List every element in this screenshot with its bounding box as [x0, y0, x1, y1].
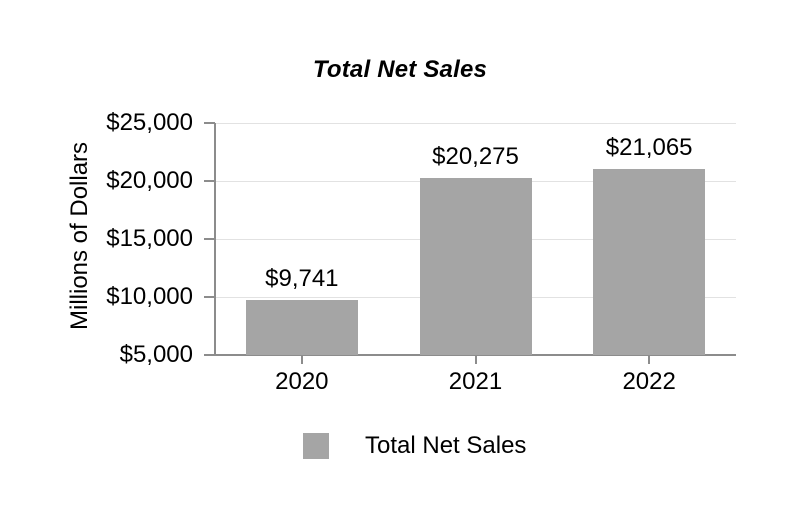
bar-2020 — [245, 300, 358, 355]
x-axis-tick — [474, 356, 477, 364]
x-axis-tick — [648, 356, 651, 364]
y-axis-tick — [204, 296, 215, 298]
y-axis-tick-label: $20,000 — [106, 167, 193, 194]
y-axis-tick — [204, 180, 215, 182]
x-axis-line — [204, 354, 736, 356]
legend: Total Net Sales — [303, 432, 526, 460]
bar-value-label: $9,741 — [265, 265, 339, 293]
y-axis-tick-label: $15,000 — [106, 225, 193, 252]
y-axis-tick — [204, 238, 215, 240]
bar-2021 — [419, 177, 532, 355]
plot-area: $9,741 2020 $20,275 2021 $21,065 2022 — [204, 122, 736, 395]
bar-value-label: $21,065 — [605, 133, 693, 161]
legend-label: Total Net Sales — [365, 432, 527, 459]
y-axis-line — [214, 123, 216, 355]
bar-value-label: $20,275 — [432, 142, 519, 170]
x-axis-tick — [300, 356, 303, 364]
y-axis-tick-label: $10,000 — [106, 283, 193, 310]
bar-2022 — [593, 168, 706, 355]
x-axis-category-label: 2022 — [622, 368, 676, 395]
y-axis-tick — [204, 122, 215, 124]
x-axis-category-label: 2020 — [275, 368, 329, 395]
x-axis-category-label: 2021 — [448, 368, 503, 395]
gridline — [215, 122, 736, 124]
y-axis-tick-label: $25,000 — [106, 109, 193, 136]
y-axis-tick-label: $5,000 — [119, 341, 193, 368]
chart-title: Total Net Sales — [312, 56, 488, 83]
legend-swatch — [303, 433, 329, 459]
